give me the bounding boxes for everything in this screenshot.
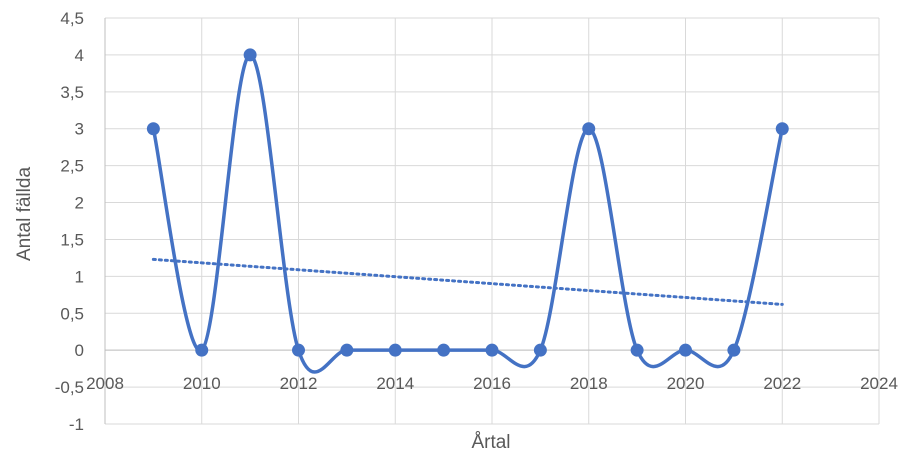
- series-line: [151, 53, 784, 374]
- data-point: [582, 122, 596, 136]
- data-point: [146, 122, 160, 136]
- y-tick-label: 0: [75, 341, 84, 360]
- x-tick-label: 2024: [860, 374, 898, 393]
- data-point: [388, 343, 402, 357]
- y-tick-label: 2: [75, 194, 84, 213]
- x-tick-label: 2020: [667, 374, 705, 393]
- data-point: [243, 48, 257, 62]
- tick-labels: -1 -0,5 0 0,5 1 1,5 2 2,5 3 3,5 4 4,5 2008 2010 2012 20…: [55, 9, 898, 434]
- x-tick-label: 2018: [570, 374, 608, 393]
- data-point: [533, 343, 547, 357]
- data-point: [437, 343, 451, 357]
- y-tick-label: -1: [69, 415, 84, 434]
- y-tick-label: 3: [75, 120, 84, 139]
- y-tick-label: 4: [75, 46, 84, 65]
- data-point: [195, 343, 209, 357]
- x-tick-label: 2008: [86, 374, 124, 393]
- y-tick-label: 3,5: [60, 83, 84, 102]
- x-tick-label: 2022: [763, 374, 801, 393]
- trendline: [151, 257, 784, 306]
- x-tick-label: 2014: [376, 374, 414, 393]
- y-tick-label: 2,5: [60, 157, 84, 176]
- data-point: [775, 122, 789, 136]
- trendline-line: [151, 257, 784, 306]
- data-point: [630, 343, 644, 357]
- data-point: [727, 343, 741, 357]
- y-tick-label: 1,5: [60, 230, 84, 249]
- x-axis-title: Årtal: [471, 432, 510, 453]
- y-tick-label: -0,5: [55, 378, 84, 397]
- x-tick-label: 2016: [473, 374, 511, 393]
- y-tick-label: 4,5: [60, 9, 84, 28]
- x-tick-label: 2010: [183, 374, 221, 393]
- y-axis-title: Antal fällda: [14, 167, 35, 261]
- data-point: [292, 343, 305, 357]
- data-point: [340, 343, 354, 357]
- data-point: [485, 343, 499, 357]
- data-point: [679, 343, 692, 357]
- x-tick-label: 2012: [280, 374, 318, 393]
- y-tick-label: 1: [75, 267, 84, 286]
- y-tick-label: 0,5: [60, 304, 84, 323]
- series: [146, 48, 789, 374]
